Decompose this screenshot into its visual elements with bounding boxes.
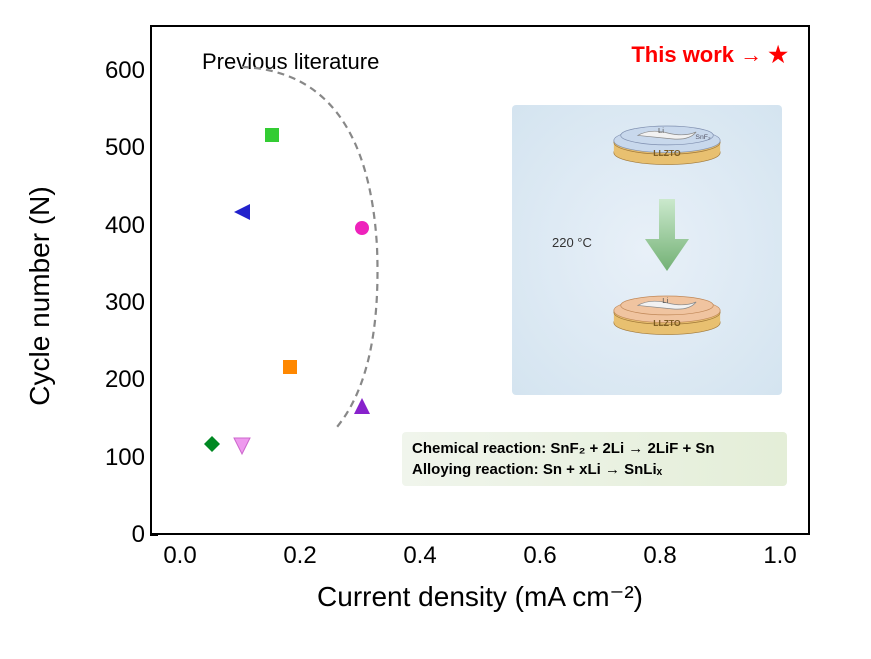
x-tick-04: 0.4 (403, 542, 436, 570)
top-disc: Li SnF₂ LLZTO (597, 120, 737, 168)
reaction-equations-box: Chemical reaction: SnF₂ + 2Li → 2LiF + S… (402, 432, 787, 486)
y-tick-100: 100 (105, 444, 145, 472)
x-tick-0: 0.0 (163, 542, 196, 570)
svg-text:Li: Li (662, 296, 668, 305)
y-tick-500: 500 (105, 134, 145, 162)
x-tick-08: 0.8 (643, 542, 676, 570)
data-point-diamond (204, 436, 220, 452)
data-point-square (265, 128, 279, 142)
svg-text:SnF₂: SnF₂ (695, 134, 711, 141)
y-tick-0: 0 (132, 521, 145, 549)
data-point-triangle-left (233, 203, 251, 221)
inset-diagram: Li SnF₂ LLZTO 220 °C (512, 105, 782, 395)
temperature-label: 220 °C (552, 235, 592, 250)
x-axis-label: Current density (mA cm⁻²) (317, 580, 643, 613)
x-tick-02: 0.2 (283, 542, 316, 570)
data-point-triangle-down (233, 437, 251, 455)
svg-text:LLZTO: LLZTO (653, 318, 681, 328)
x-tick-06: 0.6 (523, 542, 556, 570)
svg-text:LLZTO: LLZTO (653, 148, 681, 158)
y-tick-400: 400 (105, 212, 145, 240)
chemical-reaction-line: Chemical reaction: SnF₂ + 2Li → 2LiF + S… (412, 438, 777, 459)
y-tick-600: 600 (105, 57, 145, 85)
alloying-reaction-line: Alloying reaction: Sn + xLi → SnLiₓ (412, 459, 777, 480)
svg-text:Li: Li (658, 126, 664, 135)
down-arrow-icon (637, 195, 697, 275)
bottom-disc: Li LLZTO (597, 290, 737, 338)
y-tick-300: 300 (105, 289, 145, 317)
plot-area: Previous literature This work → ★ (150, 25, 810, 535)
y-axis-label: Cycle number (N) (24, 186, 56, 405)
data-point-square (283, 360, 297, 374)
data-point-triangle-up (353, 397, 371, 415)
this-work-label: This work → ★ (631, 42, 788, 68)
previous-literature-label: Previous literature (202, 49, 379, 75)
scatter-chart: Cycle number (N) Current density (mA cm⁻… (45, 20, 845, 620)
data-point-circle (354, 220, 370, 236)
y-tick-200: 200 (105, 366, 145, 394)
x-tick-10: 1.0 (763, 542, 796, 570)
